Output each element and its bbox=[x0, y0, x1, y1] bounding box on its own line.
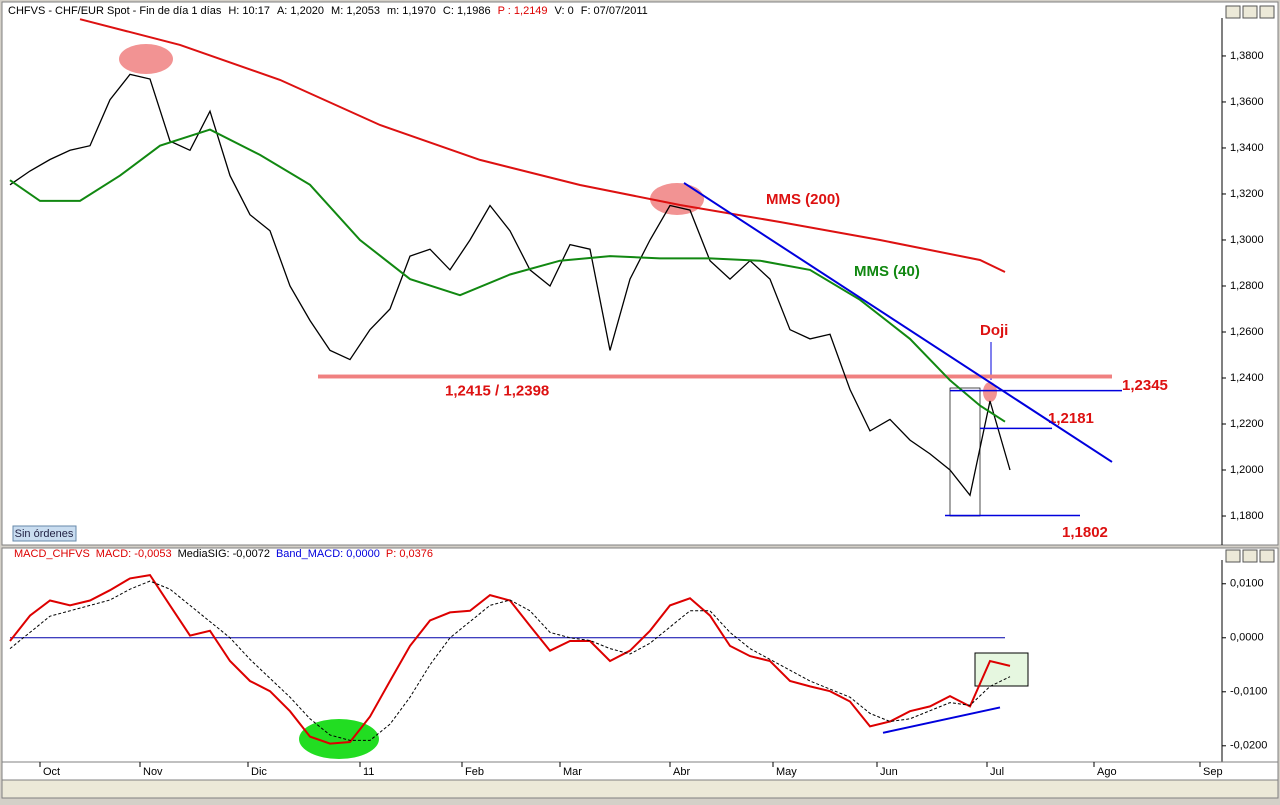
annotation: Doji bbox=[980, 322, 1008, 339]
level-label: 1,2181 bbox=[1048, 410, 1094, 427]
header-text: C: 1,1986 bbox=[443, 5, 491, 17]
header-text: P : 1,2149 bbox=[498, 5, 548, 17]
date-axis bbox=[1, 761, 1279, 781]
orders-button-label: Sin órdenes bbox=[15, 528, 74, 540]
series-label: MMS (200) bbox=[766, 191, 840, 208]
x-tick-label: May bbox=[776, 766, 797, 778]
minimize-button[interactable] bbox=[1225, 549, 1241, 563]
header-text: A: 1,2020 bbox=[277, 5, 324, 17]
series-line bbox=[9, 73, 1011, 497]
y-tick-label: 1,3000 bbox=[1230, 234, 1264, 246]
macd-panel bbox=[1, 547, 1279, 763]
header-text: m: 1,1970 bbox=[387, 5, 436, 17]
y-tick-label: 1,1800 bbox=[1230, 510, 1264, 522]
y-tick-label: 1,2600 bbox=[1230, 326, 1264, 338]
highlight bbox=[119, 44, 173, 74]
x-tick-label: Ago bbox=[1097, 766, 1117, 778]
macd-header-text: MACD_CHFVS bbox=[14, 548, 90, 560]
minimize-button[interactable] bbox=[1225, 5, 1241, 19]
scrollbar[interactable] bbox=[1, 779, 1279, 799]
y-tick-label: -0,0200 bbox=[1230, 740, 1267, 752]
highlight bbox=[983, 382, 997, 402]
x-tick-label: Mar bbox=[563, 766, 582, 778]
series-line bbox=[79, 18, 1006, 273]
restore-button[interactable] bbox=[1242, 549, 1258, 563]
highlight bbox=[299, 719, 379, 759]
header-text: V: 0 bbox=[555, 5, 574, 17]
x-tick-label: Sep bbox=[1203, 766, 1223, 778]
level-label: 1,1802 bbox=[1062, 524, 1108, 541]
macd-header-text: MACD: -0,0053 bbox=[96, 548, 172, 560]
x-tick-label: Nov bbox=[143, 766, 163, 778]
y-tick-label: 0,0100 bbox=[1230, 578, 1264, 590]
x-tick-label: 11 bbox=[363, 766, 374, 778]
header-text: H: 10:17 bbox=[228, 5, 270, 17]
trendline bbox=[683, 182, 1113, 463]
series-line bbox=[9, 580, 1011, 741]
y-tick-label: 1,3400 bbox=[1230, 142, 1264, 154]
header-text: CHFVS - CHF/EUR Spot - Fin de día 1 días bbox=[8, 5, 222, 17]
y-tick-label: 1,2800 bbox=[1230, 280, 1264, 292]
restore-button[interactable] bbox=[1242, 5, 1258, 19]
orders-button[interactable] bbox=[12, 525, 77, 542]
annotation: 1,2415 / 1,2398 bbox=[445, 382, 549, 399]
x-tick-label: Dic bbox=[251, 766, 267, 778]
macd-header-text: MediaSIG: -0,0072 bbox=[178, 548, 270, 560]
x-tick-label: Jul bbox=[990, 766, 1004, 778]
x-tick-label: Oct bbox=[43, 766, 60, 778]
close-button[interactable] bbox=[1259, 549, 1275, 563]
y-tick-label: -0,0100 bbox=[1230, 686, 1267, 698]
trendline bbox=[882, 706, 1001, 734]
y-tick-label: 1,3600 bbox=[1230, 96, 1264, 108]
macd-header-text: Band_MACD: 0,0000 bbox=[276, 548, 380, 560]
series-line bbox=[9, 128, 1006, 423]
level-label: 1,2345 bbox=[1122, 377, 1168, 394]
series-label: MMS (40) bbox=[854, 263, 920, 280]
macd-header-text: P: 0,0376 bbox=[386, 548, 433, 560]
highlight bbox=[650, 183, 704, 215]
price-panel bbox=[1, 1, 1279, 546]
y-tick-label: 1,3200 bbox=[1230, 188, 1264, 200]
y-tick-label: 1,3800 bbox=[1230, 50, 1264, 62]
x-tick-label: Abr bbox=[673, 766, 690, 778]
close-button[interactable] bbox=[1259, 5, 1275, 19]
y-tick-label: 0,0000 bbox=[1230, 632, 1264, 644]
header-text: F: 07/07/2011 bbox=[581, 5, 648, 17]
y-tick-label: 1,2400 bbox=[1230, 372, 1264, 384]
support-zone bbox=[318, 374, 1112, 379]
y-tick-label: 1,2200 bbox=[1230, 418, 1264, 430]
x-tick-label: Feb bbox=[465, 766, 484, 778]
header-text: M: 1,2053 bbox=[331, 5, 380, 17]
window-buttons bbox=[1225, 5, 1275, 563]
y-tick-label: 1,2000 bbox=[1230, 464, 1264, 476]
x-tick-label: Jun bbox=[880, 766, 898, 778]
